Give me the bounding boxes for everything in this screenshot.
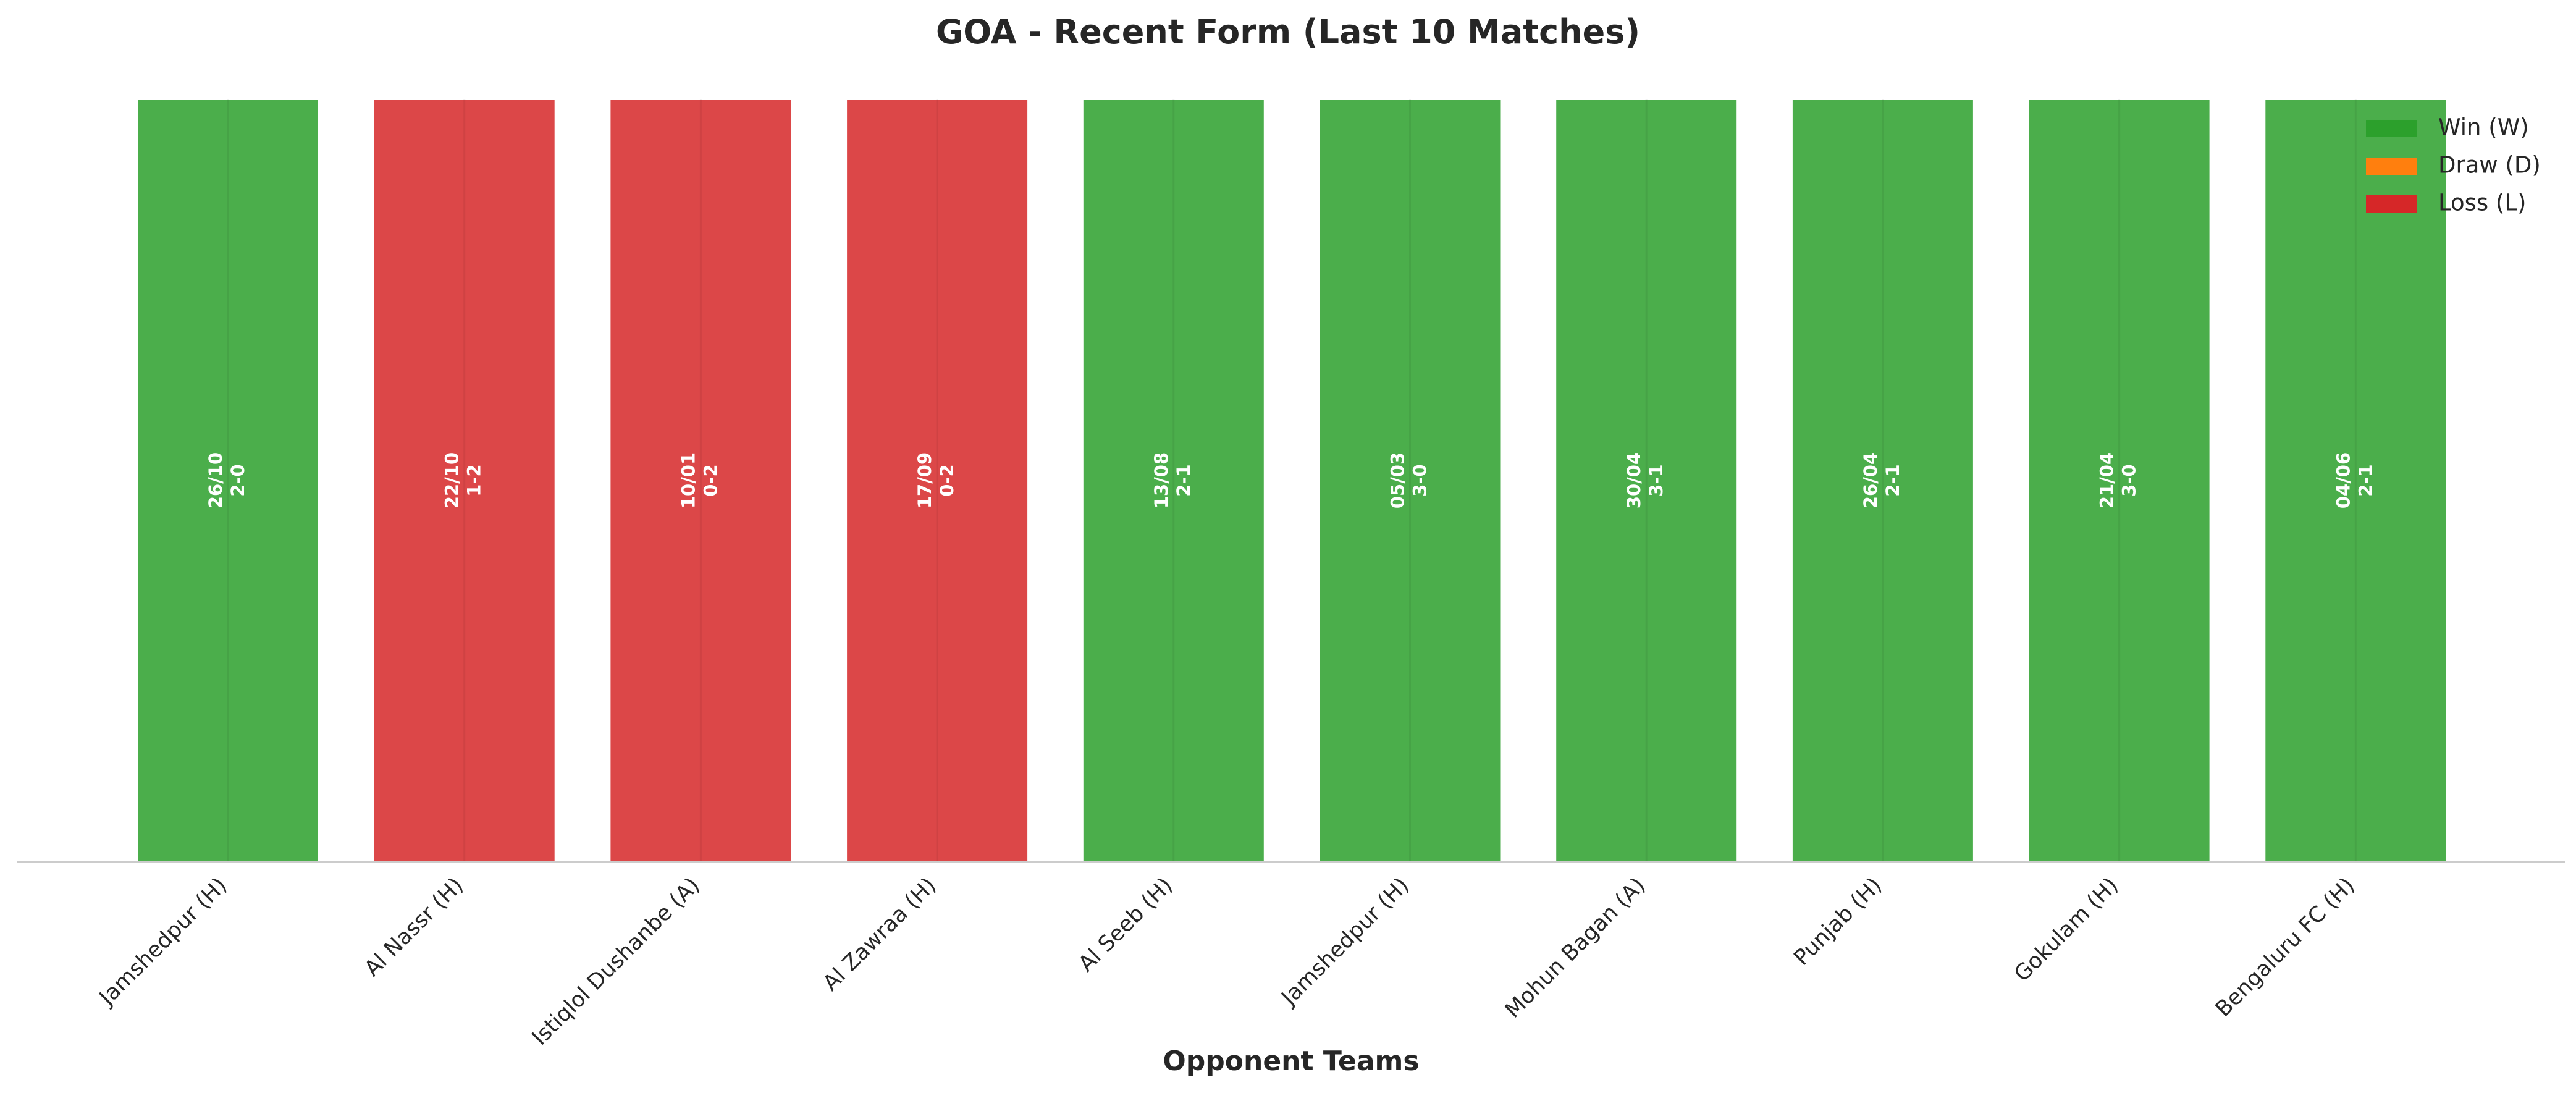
bar	[608, 98, 794, 863]
legend-label: Win (W)	[2438, 114, 2529, 141]
legend-label: Loss (L)	[2438, 190, 2526, 216]
bar-score-label: 2-1	[1882, 464, 1903, 496]
bar-score-label: 3-0	[1410, 464, 1431, 496]
bar	[1080, 98, 1266, 863]
x-tick-label: Istiqlol Dushanbe (A)	[528, 873, 705, 1050]
bar	[844, 98, 1030, 863]
x-axis-label: Opponent Teams	[1163, 1045, 1419, 1077]
bar	[2263, 98, 2449, 863]
bar-date-label: 21/04	[2097, 452, 2118, 509]
bar	[1554, 98, 1740, 863]
bar	[371, 98, 557, 863]
bar-score-label: 0-2	[937, 464, 958, 496]
bar-score-label: 2-1	[1173, 464, 1194, 496]
x-tick-label: Bengaluru FC (H)	[2211, 873, 2360, 1022]
bar-date-label: 13/08	[1151, 452, 1172, 509]
bar-date-label: 05/03	[1387, 452, 1408, 509]
legend-swatch	[2366, 195, 2417, 213]
bar-date-label: 17/09	[914, 452, 935, 509]
bar-score-label: 1-2	[464, 464, 485, 496]
bar-date-label: 22/10	[442, 452, 463, 509]
x-tick-label: Mohun Bagan (A)	[1501, 873, 1651, 1023]
x-tick-label: Jamshedpur (H)	[1276, 873, 1414, 1011]
bar-score-label: 2-1	[2355, 464, 2376, 496]
x-tick-label: Al Nassr (H)	[360, 873, 468, 981]
x-tick-label: Al Zawraa (H)	[819, 873, 941, 996]
bar-date-label: 10/01	[678, 452, 699, 509]
bar-score-label: 3-1	[1646, 464, 1667, 496]
x-tick-label: Jamshedpur (H)	[94, 873, 232, 1011]
legend-swatch	[2366, 158, 2417, 175]
bar-date-label: 26/04	[1860, 452, 1881, 509]
chart-title: GOA - Recent Form (Last 10 Matches)	[936, 12, 1640, 51]
bar-score-label: 2-0	[227, 464, 248, 496]
bar	[135, 98, 321, 863]
bar-score-label: 0-2	[700, 464, 721, 496]
bar-date-label: 30/04	[1623, 452, 1644, 509]
legend-label: Draw (D)	[2438, 152, 2541, 179]
x-tick-label: Gokulam (H)	[2010, 873, 2123, 987]
legend-swatch	[2366, 120, 2417, 137]
x-tick-label: Punjab (H)	[1790, 873, 1887, 971]
bar-date-label: 04/06	[2333, 452, 2354, 509]
bar	[1790, 98, 1976, 863]
bar-score-label: 3-0	[2119, 464, 2140, 496]
x-tick-label: Al Seeb (H)	[1074, 873, 1178, 977]
bar	[1317, 98, 1503, 863]
bar-date-label: 26/10	[205, 452, 226, 509]
